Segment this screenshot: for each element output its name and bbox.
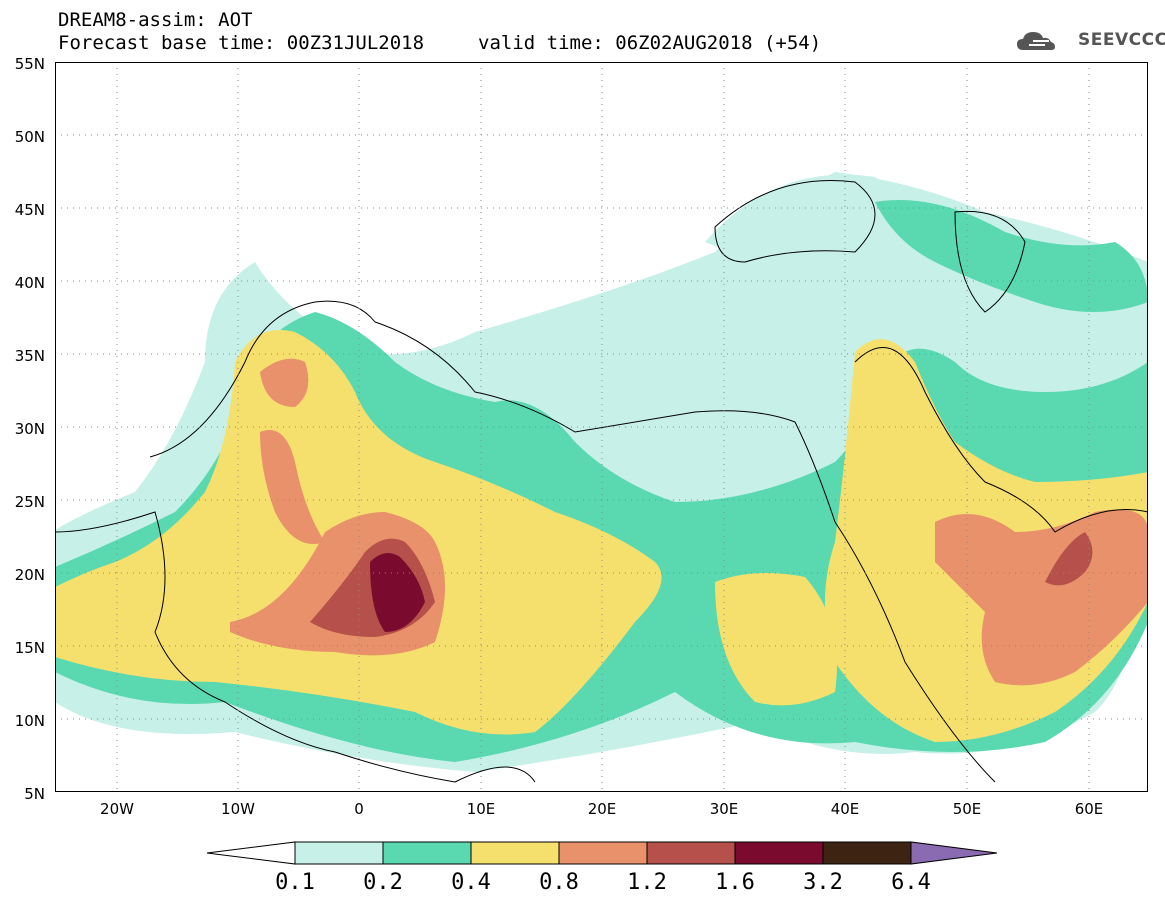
lon-label-30e: 30E (709, 800, 739, 818)
lat-label-55n: 55N (14, 55, 45, 73)
colorbar-seg-0.2 (382, 841, 472, 865)
valid-time: valid time: 06Z02AUG2018 (+54) (478, 32, 822, 54)
colorbar-seg-0.1 (294, 841, 384, 865)
colorbar-label-0.2: 0.2 (363, 870, 403, 895)
colorbar-seg-1.2 (646, 841, 736, 865)
aot-band-0.1-blacksea (705, 174, 917, 262)
colorbar-under (206, 841, 296, 865)
colorbar-label-0.1: 0.1 (275, 870, 315, 895)
lat-label-35n: 35N (14, 347, 45, 365)
lat-label-10n: 10N (14, 712, 45, 730)
map-frame (55, 62, 1148, 792)
lon-label-10e: 10E (466, 800, 496, 818)
colorbar-label-0.4: 0.4 (451, 870, 491, 895)
colorbar-label-6.4: 6.4 (891, 870, 931, 895)
lon-label-0: 0 (354, 800, 364, 818)
gridlines (55, 62, 1148, 792)
colorbar (206, 841, 998, 865)
aot-map (55, 62, 1148, 792)
lat-label-45n: 45N (14, 201, 45, 219)
colorbar-label-1.6: 1.6 (715, 870, 755, 895)
aot-band-0.2-caspian (875, 200, 1148, 312)
aot-band-1.2-oman (1045, 532, 1093, 586)
lon-label-50e: 50E (952, 800, 982, 818)
aot-band-0.8-arabia (935, 509, 1148, 686)
colorbar-label-0.8: 0.8 (539, 870, 579, 895)
lon-label-10w: 10W (221, 800, 255, 818)
logo-text: SEEVCCC (1078, 30, 1165, 50)
colorbar-seg-3.2 (822, 841, 912, 865)
forecast-base-time: Forecast base time: 00Z31JUL2018 (58, 32, 425, 54)
colorbar-seg-0.8 (558, 841, 648, 865)
lat-label-5n: 5N (24, 785, 45, 803)
coastlines (55, 179, 1148, 783)
colorbar-label-3.2: 3.2 (803, 870, 843, 895)
cloud-logo-icon (1017, 32, 1055, 50)
lat-label-40n: 40N (14, 274, 45, 292)
lon-label-40e: 40E (830, 800, 860, 818)
lat-label-20n: 20N (14, 566, 45, 584)
colorbar-seg-0.4 (470, 841, 560, 865)
colorbar-label-1.2: 1.2 (627, 870, 667, 895)
map-title: DREAM8-assim: AOT (58, 9, 253, 31)
lat-label-25n: 25N (14, 493, 45, 511)
lat-label-15n: 15N (14, 639, 45, 657)
aot-contours (55, 172, 1148, 772)
lon-label-60e: 60E (1074, 800, 1104, 818)
colorbar-seg-1.6 (734, 841, 824, 865)
lat-label-50n: 50N (14, 128, 45, 146)
aot-band-0.4-east (715, 573, 837, 706)
lon-label-20w: 20W (100, 800, 134, 818)
lat-label-30n: 30N (14, 420, 45, 438)
lon-label-20e: 20E (587, 800, 617, 818)
aot-band-1.6 (370, 553, 425, 632)
aot-band-0.8-algeria (260, 430, 325, 544)
aot-band-0.8-morocco (260, 358, 309, 407)
colorbar-over (910, 841, 998, 865)
